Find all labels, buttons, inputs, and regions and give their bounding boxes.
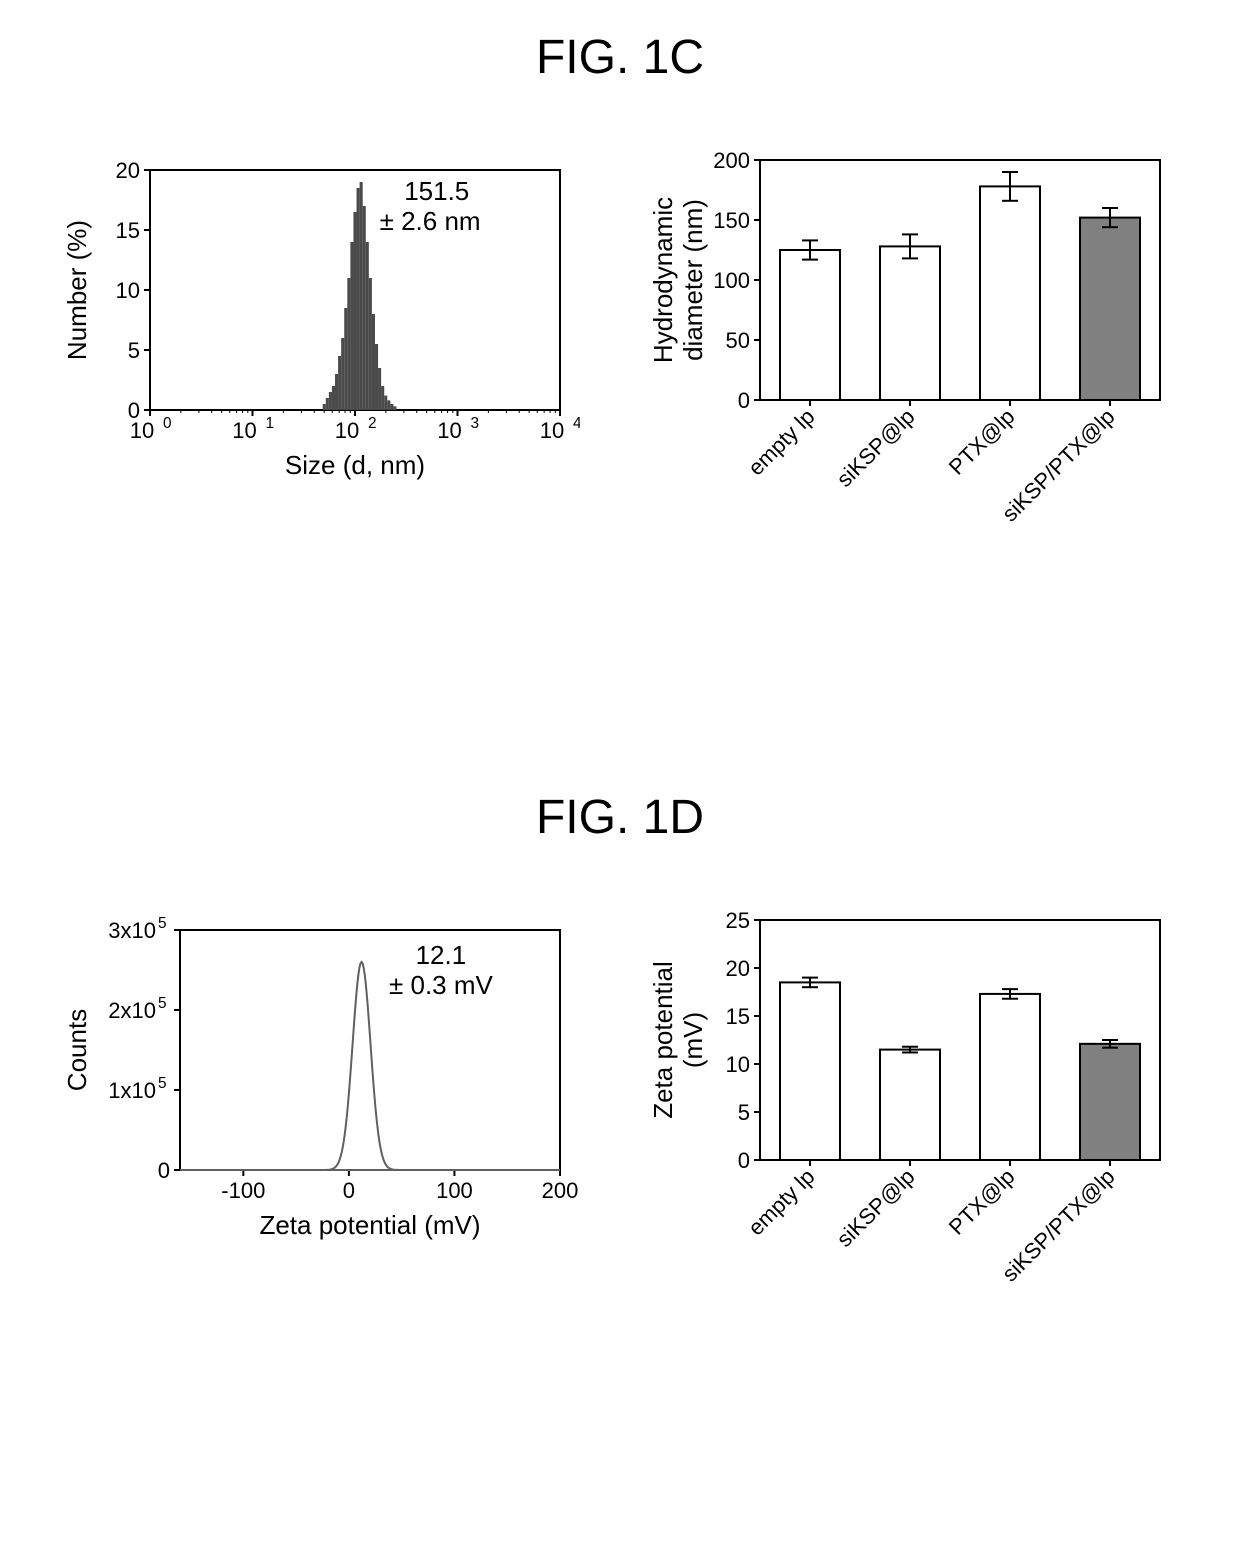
svg-text:siKSP@lp: siKSP@lp — [832, 404, 920, 492]
svg-text:10: 10 — [726, 1052, 750, 1077]
svg-text:0: 0 — [158, 1158, 170, 1183]
svg-text:Zeta potential (mV): Zeta potential (mV) — [259, 1210, 480, 1240]
svg-text:10: 10 — [232, 418, 256, 443]
svg-text:2x10: 2x10 — [108, 998, 156, 1023]
svg-text:10: 10 — [540, 418, 564, 443]
svg-text:10: 10 — [130, 418, 154, 443]
svg-text:15: 15 — [116, 218, 140, 243]
svg-text:-100: -100 — [221, 1178, 265, 1203]
svg-text:± 2.6 nm: ± 2.6 nm — [380, 206, 481, 236]
svg-text:200: 200 — [542, 1178, 579, 1203]
svg-text:diameter (nm): diameter (nm) — [678, 199, 708, 361]
svg-text:siKSP@lp: siKSP@lp — [832, 1164, 920, 1252]
svg-text:5: 5 — [158, 915, 167, 932]
svg-text:5: 5 — [738, 1100, 750, 1125]
svg-text:2: 2 — [368, 415, 377, 432]
svg-text:15: 15 — [726, 1004, 750, 1029]
svg-text:3: 3 — [471, 415, 480, 432]
svg-text:200: 200 — [713, 148, 750, 173]
fig-1c-histogram-panel: 05101520100101102103104Size (d, nm)Numbe… — [60, 150, 580, 480]
svg-text:100: 100 — [436, 1178, 473, 1203]
fig-1d-title: FIG. 1D — [536, 790, 704, 845]
svg-text:20: 20 — [116, 158, 140, 183]
svg-text:PTX@lp: PTX@lp — [944, 1164, 1020, 1240]
svg-text:Number (%): Number (%) — [62, 220, 92, 360]
histogram-svg: 05101520100101102103104Size (d, nm)Numbe… — [60, 150, 580, 480]
fig-1c-barchart-panel: 0 50 100 150 200 Hydrodynamicdiameter (nm) emp… — [640, 140, 1180, 580]
svg-text:Zeta potential: Zeta potential — [648, 961, 678, 1119]
svg-text:10: 10 — [116, 278, 140, 303]
barchart-svg: 0 50 100 150 200 Hydrodynamicdiameter (nm) emp… — [640, 140, 1180, 580]
svg-text:4: 4 — [573, 415, 580, 432]
svg-text:3x10: 3x10 — [108, 918, 156, 943]
svg-text:empty lp: empty lp — [743, 1164, 819, 1240]
barchart-svg: 0 5 10 15 20 25 Zeta potential(mV) empty lpsiKS… — [640, 900, 1180, 1340]
svg-text:0: 0 — [738, 388, 750, 413]
svg-text:5: 5 — [128, 338, 140, 363]
svg-text:25: 25 — [726, 908, 750, 933]
svg-text:5: 5 — [158, 995, 167, 1012]
svg-text:PTX@lp: PTX@lp — [944, 404, 1020, 480]
fig-1d-linechart-panel: 01x1052x1053x105-1000100200Zeta potentia… — [60, 910, 580, 1240]
svg-text:Counts: Counts — [62, 1009, 92, 1091]
svg-text:0: 0 — [738, 1148, 750, 1173]
svg-text:10: 10 — [437, 418, 461, 443]
svg-text:0: 0 — [343, 1178, 355, 1203]
svg-text:1: 1 — [266, 415, 275, 432]
svg-text:Size (d, nm): Size (d, nm) — [285, 450, 425, 480]
svg-text:(mV): (mV) — [678, 1012, 708, 1068]
svg-text:150: 150 — [713, 208, 750, 233]
svg-text:± 0.3 mV: ± 0.3 mV — [389, 970, 494, 1000]
svg-text:5: 5 — [158, 1075, 167, 1092]
svg-text:12.1: 12.1 — [416, 940, 467, 970]
linechart-svg: 01x1052x1053x105-1000100200Zeta potentia… — [60, 910, 580, 1240]
svg-text:empty lp: empty lp — [743, 404, 819, 480]
svg-text:100: 100 — [713, 268, 750, 293]
fig-1c-title: FIG. 1C — [536, 30, 704, 85]
svg-text:0: 0 — [163, 415, 172, 432]
svg-text:Hydrodynamic: Hydrodynamic — [648, 197, 678, 363]
svg-text:20: 20 — [726, 956, 750, 981]
fig-1d-barchart-panel: 0 5 10 15 20 25 Zeta potential(mV) empty lpsiKS… — [640, 900, 1180, 1340]
svg-text:151.5: 151.5 — [404, 176, 469, 206]
svg-text:10: 10 — [335, 418, 359, 443]
svg-text:50: 50 — [726, 328, 750, 353]
svg-text:1x10: 1x10 — [108, 1078, 156, 1103]
